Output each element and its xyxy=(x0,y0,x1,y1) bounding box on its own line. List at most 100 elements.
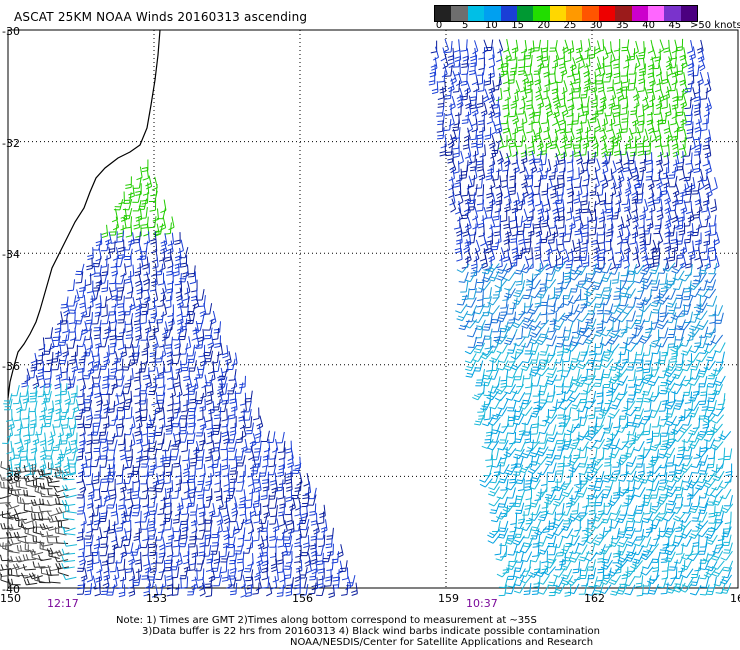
wind-barb xyxy=(487,161,494,175)
wind-barb xyxy=(524,216,533,229)
wind-barb xyxy=(662,262,676,272)
wind-barb xyxy=(221,424,229,438)
wind-barb xyxy=(709,423,723,433)
wind-barb xyxy=(522,70,530,85)
wind-barb xyxy=(677,118,684,132)
wind-barb xyxy=(112,216,120,231)
wind-barb xyxy=(612,97,620,111)
wind-barb xyxy=(103,399,111,414)
wind-barb xyxy=(685,104,694,117)
wind-barb xyxy=(709,223,717,236)
wind-barb xyxy=(495,192,503,206)
wind-barb xyxy=(719,574,733,585)
wind-barb xyxy=(482,88,490,103)
wind-barb xyxy=(573,167,580,181)
wind-barb xyxy=(671,209,678,224)
wind-barb xyxy=(166,366,174,380)
wind-barb xyxy=(510,350,524,360)
wind-barb xyxy=(485,448,494,461)
wind-barb xyxy=(646,543,660,553)
wind-barb xyxy=(286,577,294,590)
wind-barb xyxy=(604,238,612,252)
wind-barb xyxy=(504,334,516,346)
wind-barb xyxy=(93,265,102,277)
wind-barb xyxy=(214,447,221,462)
wind-barb xyxy=(54,376,62,390)
wind-barb xyxy=(118,584,126,598)
wind-barb xyxy=(608,447,621,459)
wind-barb xyxy=(23,431,31,445)
wind-barb xyxy=(638,41,645,55)
wind-barb xyxy=(695,232,702,246)
wind-barb xyxy=(125,224,133,238)
wind-barb xyxy=(703,343,717,354)
wind-barb xyxy=(86,384,94,398)
wind-barb xyxy=(436,105,445,117)
wind-barb xyxy=(184,280,191,295)
wind-barb xyxy=(503,238,510,253)
wind-barb xyxy=(594,399,604,412)
wind-barb xyxy=(482,238,489,253)
wind-barb xyxy=(643,361,652,374)
wind-barb xyxy=(685,113,693,126)
wind-barb xyxy=(118,303,125,317)
wind-barb xyxy=(261,430,270,443)
wind-barb xyxy=(245,422,254,435)
wind-barb xyxy=(545,159,552,173)
wind-barb xyxy=(172,511,181,524)
wind-barb xyxy=(539,279,548,292)
wind-barb xyxy=(468,278,478,291)
wind-barb xyxy=(134,263,142,277)
wind-barb xyxy=(507,544,518,556)
wind-barb xyxy=(712,305,724,316)
wind-barb xyxy=(718,430,732,441)
longitude-label: 165 xyxy=(730,592,740,605)
wind-barb xyxy=(556,544,565,557)
wind-barb xyxy=(109,486,117,500)
wind-barb xyxy=(646,95,654,108)
wind-barb xyxy=(520,263,534,274)
wind-barb xyxy=(705,79,712,94)
wind-barb xyxy=(245,496,253,509)
wind-barb xyxy=(568,294,581,305)
wind-barb xyxy=(665,208,672,223)
wind-barb xyxy=(448,167,455,182)
wind-barb xyxy=(702,137,710,150)
wind-barb xyxy=(38,505,52,513)
wind-barb xyxy=(564,584,572,597)
wind-barb xyxy=(538,432,548,444)
wind-barb xyxy=(211,526,220,539)
wind-barb xyxy=(294,534,301,548)
wind-barb xyxy=(124,270,132,284)
wind-barb xyxy=(57,520,70,530)
wind-barb xyxy=(477,79,485,93)
wind-barb xyxy=(597,216,605,230)
wind-barb xyxy=(497,439,509,451)
wind-barb xyxy=(186,494,193,509)
wind-barb xyxy=(602,152,612,164)
wind-barb xyxy=(158,536,166,551)
wind-barb xyxy=(322,550,332,563)
wind-barb xyxy=(132,191,142,203)
wind-barb xyxy=(638,463,645,477)
wind-barb xyxy=(541,39,549,53)
wind-barb xyxy=(532,39,542,52)
wind-barb xyxy=(453,127,461,140)
wind-barb xyxy=(69,351,77,365)
wind-barb xyxy=(635,502,645,514)
wind-barb xyxy=(488,270,500,282)
wind-barb xyxy=(626,207,632,222)
colorbar-labels: 0 5 10 15 20 25 30 35 40 45 xyxy=(434,20,740,34)
wind-barb xyxy=(302,486,310,500)
wind-barb xyxy=(680,128,688,143)
wind-barb xyxy=(152,335,159,350)
wind-barb xyxy=(617,224,624,238)
wind-barb xyxy=(141,303,149,316)
wind-barb xyxy=(601,262,612,274)
wind-barb xyxy=(541,87,548,101)
wind-barb xyxy=(701,248,710,261)
wind-barb xyxy=(573,473,581,486)
wind-barb xyxy=(558,239,565,253)
wind-barb xyxy=(492,78,501,91)
wind-barb xyxy=(693,206,701,219)
